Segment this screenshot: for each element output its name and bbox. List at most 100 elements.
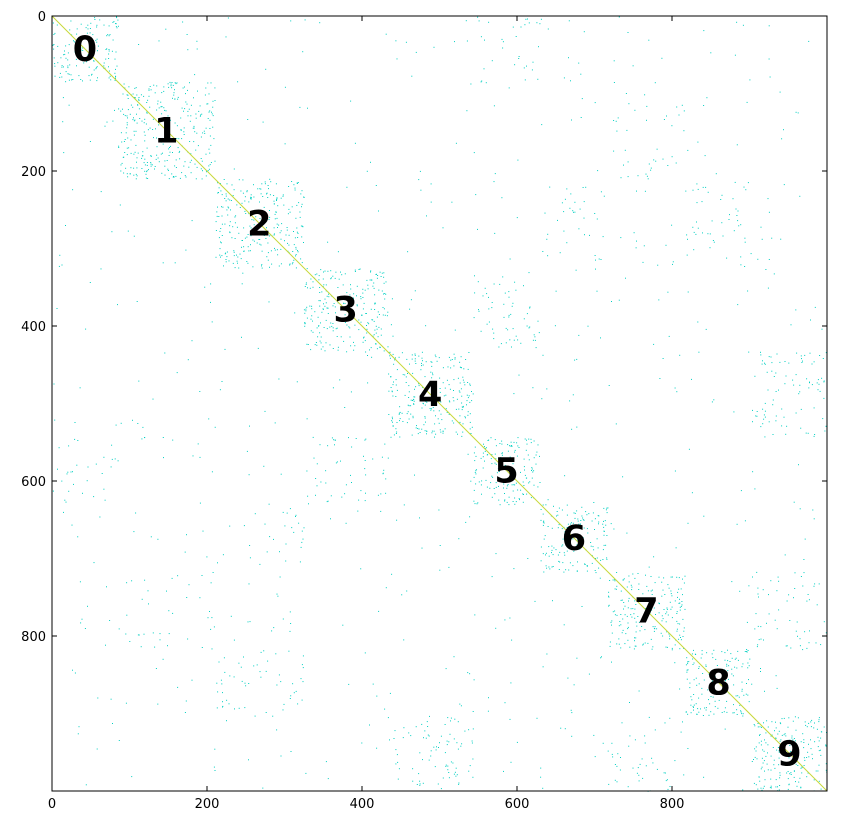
- adjacency-point: [612, 756, 614, 758]
- adjacency-point: [780, 723, 782, 725]
- adjacency-point: [324, 298, 326, 300]
- adjacency-point: [663, 577, 665, 579]
- adjacency-point: [226, 183, 228, 185]
- adjacency-point: [523, 318, 525, 320]
- adjacency-point: [415, 51, 417, 53]
- adjacency-point: [399, 411, 401, 413]
- adjacency-point: [501, 443, 503, 445]
- adjacency-point: [154, 646, 156, 648]
- adjacency-point: [320, 336, 322, 338]
- adjacency-point: [111, 444, 113, 446]
- adjacency-point: [323, 271, 324, 273]
- adjacency-point: [746, 683, 747, 684]
- adjacency-point: [526, 493, 528, 495]
- adjacency-point: [754, 488, 756, 490]
- adjacency-point: [363, 302, 365, 304]
- adjacency-point: [297, 182, 299, 183]
- adjacency-point: [183, 110, 184, 112]
- adjacency-point: [776, 590, 778, 592]
- adjacency-point: [804, 538, 806, 540]
- adjacency-point: [196, 40, 198, 42]
- adjacency-point: [548, 566, 550, 568]
- adjacency-point: [582, 517, 584, 519]
- adjacency-point: [280, 681, 282, 683]
- adjacency-point: [361, 742, 363, 744]
- adjacency-point: [633, 613, 635, 615]
- adjacency-point: [431, 365, 433, 367]
- adjacency-point: [652, 626, 654, 628]
- adjacency-point: [518, 374, 520, 376]
- adjacency-point: [468, 729, 470, 731]
- adjacency-point: [385, 492, 387, 494]
- adjacency-point: [221, 683, 223, 685]
- adjacency-point: [96, 41, 98, 43]
- adjacency-point: [309, 287, 311, 289]
- adjacency-point: [161, 137, 163, 139]
- adjacency-point: [80, 49, 82, 51]
- adjacency-point: [764, 402, 766, 404]
- adjacency-point: [678, 638, 680, 640]
- adjacency-point: [276, 729, 278, 731]
- adjacency-point: [229, 675, 231, 677]
- adjacency-point: [453, 379, 455, 381]
- adjacency-point: [68, 490, 70, 492]
- adjacency-point: [623, 608, 624, 610]
- adjacency-point: [485, 82, 487, 84]
- adjacency-point: [756, 415, 758, 417]
- adjacency-point: [132, 119, 134, 121]
- adjacency-point: [431, 408, 432, 410]
- adjacency-point: [266, 256, 268, 258]
- adjacency-point: [59, 72, 61, 74]
- adjacency-point: [498, 458, 500, 460]
- adjacency-point: [160, 101, 162, 103]
- adjacency-point: [679, 354, 681, 356]
- adjacency-point: [338, 278, 340, 280]
- adjacency-point: [225, 252, 227, 254]
- adjacency-point: [160, 153, 162, 155]
- adjacency-point: [307, 495, 309, 497]
- adjacency-point: [133, 117, 134, 119]
- adjacency-point: [658, 299, 660, 301]
- adjacency-point: [758, 639, 760, 641]
- adjacency-point: [137, 423, 139, 424]
- adjacency-point: [301, 530, 303, 532]
- adjacency-point: [156, 154, 158, 156]
- adjacency-point: [566, 242, 568, 244]
- adjacency-point: [92, 34, 94, 36]
- adjacency-point: [117, 19, 119, 21]
- adjacency-point: [289, 630, 291, 632]
- adjacency-point: [581, 606, 583, 607]
- adjacency-point: [756, 758, 758, 760]
- adjacency-point: [671, 606, 673, 608]
- adjacency-point: [701, 653, 703, 655]
- adjacency-point: [69, 29, 71, 31]
- adjacency-point: [768, 613, 770, 615]
- adjacency-point: [503, 487, 504, 489]
- adjacency-point: [811, 384, 813, 386]
- adjacency-point: [786, 772, 788, 774]
- adjacency-point: [676, 620, 678, 622]
- adjacency-point: [559, 551, 561, 553]
- adjacency-point: [756, 646, 758, 648]
- adjacency-point: [208, 111, 210, 113]
- adjacency-point: [311, 305, 313, 307]
- adjacency-point: [383, 350, 385, 352]
- adjacency-point: [232, 195, 234, 197]
- adjacency-point: [701, 693, 703, 695]
- adjacency-point: [449, 733, 451, 735]
- adjacency-point: [301, 664, 303, 666]
- adjacency-point: [114, 109, 115, 111]
- adjacency-point: [394, 359, 396, 361]
- adjacency-point: [697, 188, 699, 190]
- adjacency-point: [698, 351, 700, 353]
- adjacency-point: [551, 527, 553, 529]
- adjacency-point: [540, 509, 542, 510]
- adjacency-point: [626, 615, 628, 617]
- adjacency-point: [537, 320, 539, 322]
- adjacency-point: [172, 176, 174, 178]
- adjacency-point: [353, 349, 355, 351]
- adjacency-point: [512, 328, 514, 330]
- adjacency-point: [821, 328, 823, 330]
- adjacency-point: [222, 706, 223, 708]
- adjacency-point: [686, 254, 688, 256]
